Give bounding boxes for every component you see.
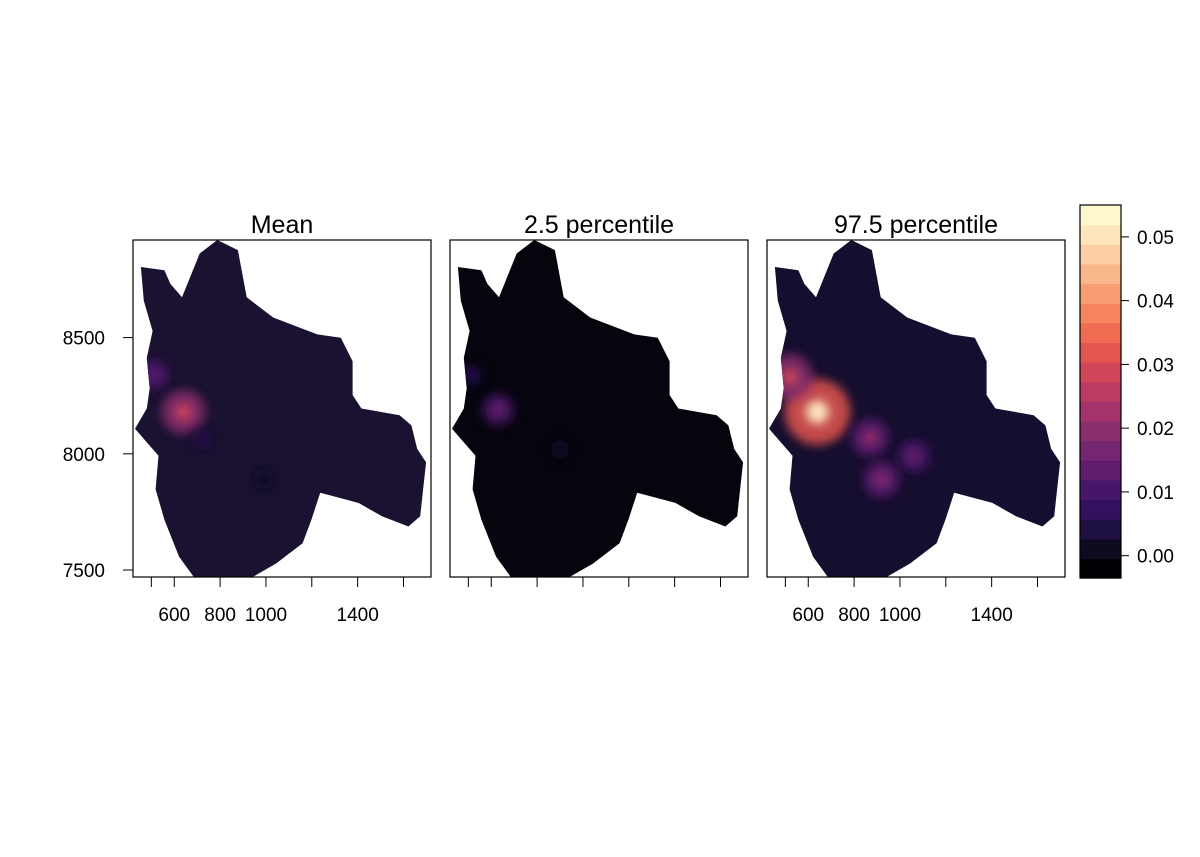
panel-frame — [766, 239, 1066, 578]
x-tick-label: 1400 — [337, 605, 379, 626]
hotspot-core — [175, 404, 192, 420]
x-tick-label: 600 — [792, 605, 824, 626]
hotspot-core — [805, 400, 829, 424]
colorkey-tick-label: 0.00 — [1137, 547, 1174, 568]
panel-2: 2.5 percentile — [449, 211, 749, 587]
panel-title: 97.5 percentile — [834, 211, 998, 239]
colorkey-band — [1080, 342, 1121, 363]
hotspot-core — [198, 436, 206, 444]
panel-1: Mean 600 800 1000 1400 7500 8000 8500 — [63, 211, 432, 626]
colorkey-band — [1080, 538, 1121, 559]
panel-frame — [449, 239, 749, 578]
colorkey-bands — [1080, 205, 1121, 579]
hotspot-core — [875, 473, 888, 486]
x-tick-label: 600 — [158, 605, 190, 626]
map-region — [452, 240, 744, 577]
colorkey-band — [1080, 362, 1121, 383]
colorkey-band — [1080, 558, 1121, 579]
hotspot-core — [466, 371, 475, 379]
colorkey-band — [1080, 381, 1121, 402]
colorkey-band — [1080, 322, 1121, 344]
colorkey-band — [1080, 460, 1121, 481]
hotspot-core — [148, 369, 159, 381]
colorkey-band — [1080, 205, 1121, 226]
colorkey-band — [1080, 283, 1121, 304]
panel-frame — [132, 239, 432, 578]
colorkey-tick-label: 0.05 — [1137, 228, 1174, 249]
colorkey-frame — [1079, 204, 1122, 579]
hotspot-layer — [769, 354, 930, 498]
colorkey-band — [1080, 303, 1121, 324]
hotspot-core — [556, 445, 564, 453]
colorkey-band — [1080, 244, 1121, 265]
x-tick-label: 800 — [838, 605, 870, 626]
panel-3: 97.5 percentile 600 800 1000 1400 — [766, 211, 1066, 626]
colorkey-tick-label: 0.03 — [1137, 355, 1174, 376]
hotspot-layer — [459, 363, 570, 459]
map-region — [769, 240, 1061, 577]
map-region — [135, 240, 427, 577]
colorkey-band — [1080, 440, 1121, 461]
y-tick-label: 8500 — [63, 329, 105, 350]
x-tick-label: 1000 — [245, 605, 287, 626]
colorkey-band — [1080, 519, 1121, 540]
hotspot-core — [908, 450, 920, 462]
hotspot-core — [781, 369, 798, 386]
colorkey-band — [1080, 420, 1121, 442]
panel-title: 2.5 percentile — [524, 211, 674, 239]
colorkey-tick-label: 0.02 — [1137, 419, 1174, 440]
colorkey-ticks: 0.00 0.01 0.02 0.03 0.04 0.05 — [1121, 228, 1174, 568]
y-tick-label: 7500 — [63, 561, 105, 582]
colorkey-band — [1080, 263, 1121, 285]
x-tick-label: 1400 — [971, 605, 1013, 626]
hotspot-core — [492, 404, 504, 416]
colorkey-tick-label: 0.01 — [1137, 483, 1174, 504]
hotspot-core — [863, 431, 877, 445]
colorkey-band — [1080, 499, 1121, 520]
y-tick-label: 8000 — [63, 445, 105, 466]
colorkey: 0.00 0.01 0.02 0.03 0.04 0.05 — [1079, 204, 1174, 579]
hotspot-core — [260, 475, 268, 483]
colorkey-tick-label: 0.04 — [1137, 292, 1174, 313]
panel-title: Mean — [251, 211, 314, 239]
colorkey-band — [1080, 401, 1121, 422]
panels: Mean 600 800 1000 1400 7500 8000 8500 2.5 percen… — [63, 211, 1066, 626]
colorkey-band — [1080, 224, 1121, 245]
x-tick-label: 800 — [204, 605, 236, 626]
colorkey-band — [1080, 479, 1121, 501]
x-tick-label: 1000 — [879, 605, 921, 626]
